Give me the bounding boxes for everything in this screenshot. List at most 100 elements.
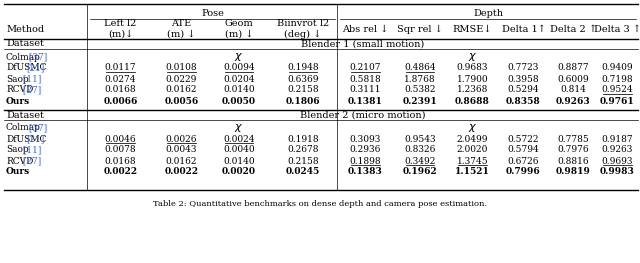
Text: Abs rel ↓: Abs rel ↓ (342, 24, 388, 33)
Text: [21]: [21] (26, 134, 45, 144)
Text: 0.7976: 0.7976 (557, 145, 589, 154)
Text: 0.1383: 0.1383 (348, 168, 383, 176)
Text: 0.0117: 0.0117 (105, 63, 136, 73)
Text: 0.6009: 0.6009 (557, 74, 589, 83)
Text: Pose: Pose (202, 8, 225, 18)
Text: $\chi$: $\chi$ (234, 122, 244, 134)
Text: 0.3492: 0.3492 (404, 156, 436, 165)
Text: Delta 2 ↑: Delta 2 ↑ (550, 24, 596, 33)
Text: 0.0168: 0.0168 (105, 156, 136, 165)
Text: 0.7198: 0.7198 (602, 74, 634, 83)
Text: Colmap: Colmap (6, 124, 41, 133)
Text: Left l2
(m)↓: Left l2 (m)↓ (104, 19, 137, 39)
Text: 0.8358: 0.8358 (506, 97, 541, 105)
Text: 0.1962: 0.1962 (403, 168, 437, 176)
Text: [11]: [11] (19, 74, 41, 83)
Text: 0.9693: 0.9693 (602, 156, 633, 165)
Text: 0.0040: 0.0040 (223, 145, 255, 154)
Text: Geom
(m) ↓: Geom (m) ↓ (225, 19, 253, 39)
Text: 0.9761: 0.9761 (600, 97, 635, 105)
Text: 0.1381: 0.1381 (348, 97, 383, 105)
Text: $\chi$: $\chi$ (468, 122, 477, 134)
Text: 0.2936: 0.2936 (350, 145, 381, 154)
Text: 0.3093: 0.3093 (350, 134, 381, 144)
Text: $\chi$: $\chi$ (234, 51, 244, 63)
Text: 0.1948: 0.1948 (287, 63, 319, 73)
Text: $\chi$: $\chi$ (468, 51, 477, 63)
Text: 0.9683: 0.9683 (457, 63, 488, 73)
Text: 0.6726: 0.6726 (508, 156, 540, 165)
Text: 0.9263: 0.9263 (556, 97, 590, 105)
Text: 0.5722: 0.5722 (508, 134, 540, 144)
Text: 0.2158: 0.2158 (287, 85, 319, 94)
Text: 0.0078: 0.0078 (105, 145, 136, 154)
Text: Method: Method (6, 24, 44, 33)
Text: RCVD: RCVD (6, 85, 33, 94)
Text: Delta 1↑: Delta 1↑ (502, 24, 545, 33)
Text: Depth: Depth (473, 8, 503, 18)
Text: 0.0229: 0.0229 (166, 74, 197, 83)
Text: 0.0162: 0.0162 (166, 156, 197, 165)
Text: [37]: [37] (26, 53, 47, 62)
Text: 0.3958: 0.3958 (508, 74, 540, 83)
Text: 0.8816: 0.8816 (557, 156, 589, 165)
Text: RMSE↓: RMSE↓ (452, 24, 492, 33)
Text: 1.7900: 1.7900 (457, 74, 488, 83)
Text: 0.9263: 0.9263 (602, 145, 633, 154)
Text: 0.0046: 0.0046 (105, 134, 136, 144)
Text: 0.0140: 0.0140 (223, 156, 255, 165)
Text: 0.9983: 0.9983 (600, 168, 635, 176)
Text: 0.5294: 0.5294 (508, 85, 540, 94)
Text: 0.8877: 0.8877 (557, 63, 589, 73)
Text: 1.2368: 1.2368 (457, 85, 488, 94)
Text: 0.0024: 0.0024 (223, 134, 255, 144)
Text: 0.2107: 0.2107 (349, 63, 381, 73)
Text: 0.5818: 0.5818 (349, 74, 381, 83)
Text: 0.1806: 0.1806 (285, 97, 320, 105)
Text: Ours: Ours (6, 168, 30, 176)
Text: 0.9524: 0.9524 (602, 85, 634, 94)
Text: [37]: [37] (26, 124, 47, 133)
Text: 0.0168: 0.0168 (105, 85, 136, 94)
Text: [11]: [11] (19, 145, 41, 154)
Text: 0.0245: 0.0245 (286, 168, 320, 176)
Text: 0.9819: 0.9819 (556, 168, 591, 176)
Text: 0.7723: 0.7723 (508, 63, 539, 73)
Text: 0.0066: 0.0066 (103, 97, 138, 105)
Text: 0.0274: 0.0274 (105, 74, 136, 83)
Text: 0.5382: 0.5382 (404, 85, 436, 94)
Text: 0.814: 0.814 (560, 85, 586, 94)
Text: 0.0026: 0.0026 (166, 134, 197, 144)
Text: 0.0140: 0.0140 (223, 85, 255, 94)
Text: [21]: [21] (26, 63, 45, 73)
Text: Blender 1 (small motion): Blender 1 (small motion) (301, 39, 424, 48)
Text: Saop: Saop (6, 74, 29, 83)
Text: 0.1918: 0.1918 (287, 134, 319, 144)
Text: 0.0050: 0.0050 (222, 97, 256, 105)
Text: Saop: Saop (6, 145, 29, 154)
Text: 2.0020: 2.0020 (457, 145, 488, 154)
Text: 0.1898: 0.1898 (349, 156, 381, 165)
Text: 0.2391: 0.2391 (403, 97, 437, 105)
Text: 0.0022: 0.0022 (104, 168, 138, 176)
Text: 1.3745: 1.3745 (457, 156, 488, 165)
Text: 0.8326: 0.8326 (404, 145, 436, 154)
Text: DfUSMC: DfUSMC (6, 134, 46, 144)
Text: 0.0020: 0.0020 (222, 168, 256, 176)
Text: 1.8768: 1.8768 (404, 74, 436, 83)
Text: 0.0043: 0.0043 (166, 145, 197, 154)
Text: 0.7996: 0.7996 (506, 168, 541, 176)
Text: 0.6369: 0.6369 (287, 74, 319, 83)
Text: 2.0499: 2.0499 (457, 134, 488, 144)
Text: Table 2: Quantitative benchmarks on dense depth and camera pose estimation.: Table 2: Quantitative benchmarks on dens… (153, 200, 487, 208)
Text: 0.9409: 0.9409 (602, 63, 634, 73)
Text: 0.0162: 0.0162 (166, 85, 197, 94)
Text: Colmap: Colmap (6, 53, 41, 62)
Text: 0.9543: 0.9543 (404, 134, 436, 144)
Text: 0.0204: 0.0204 (223, 74, 255, 83)
Text: [27]: [27] (19, 156, 41, 165)
Text: 0.8688: 0.8688 (455, 97, 490, 105)
Text: ATE
(m) ↓: ATE (m) ↓ (167, 19, 196, 39)
Text: 0.5794: 0.5794 (508, 145, 540, 154)
Text: 0.0108: 0.0108 (166, 63, 197, 73)
